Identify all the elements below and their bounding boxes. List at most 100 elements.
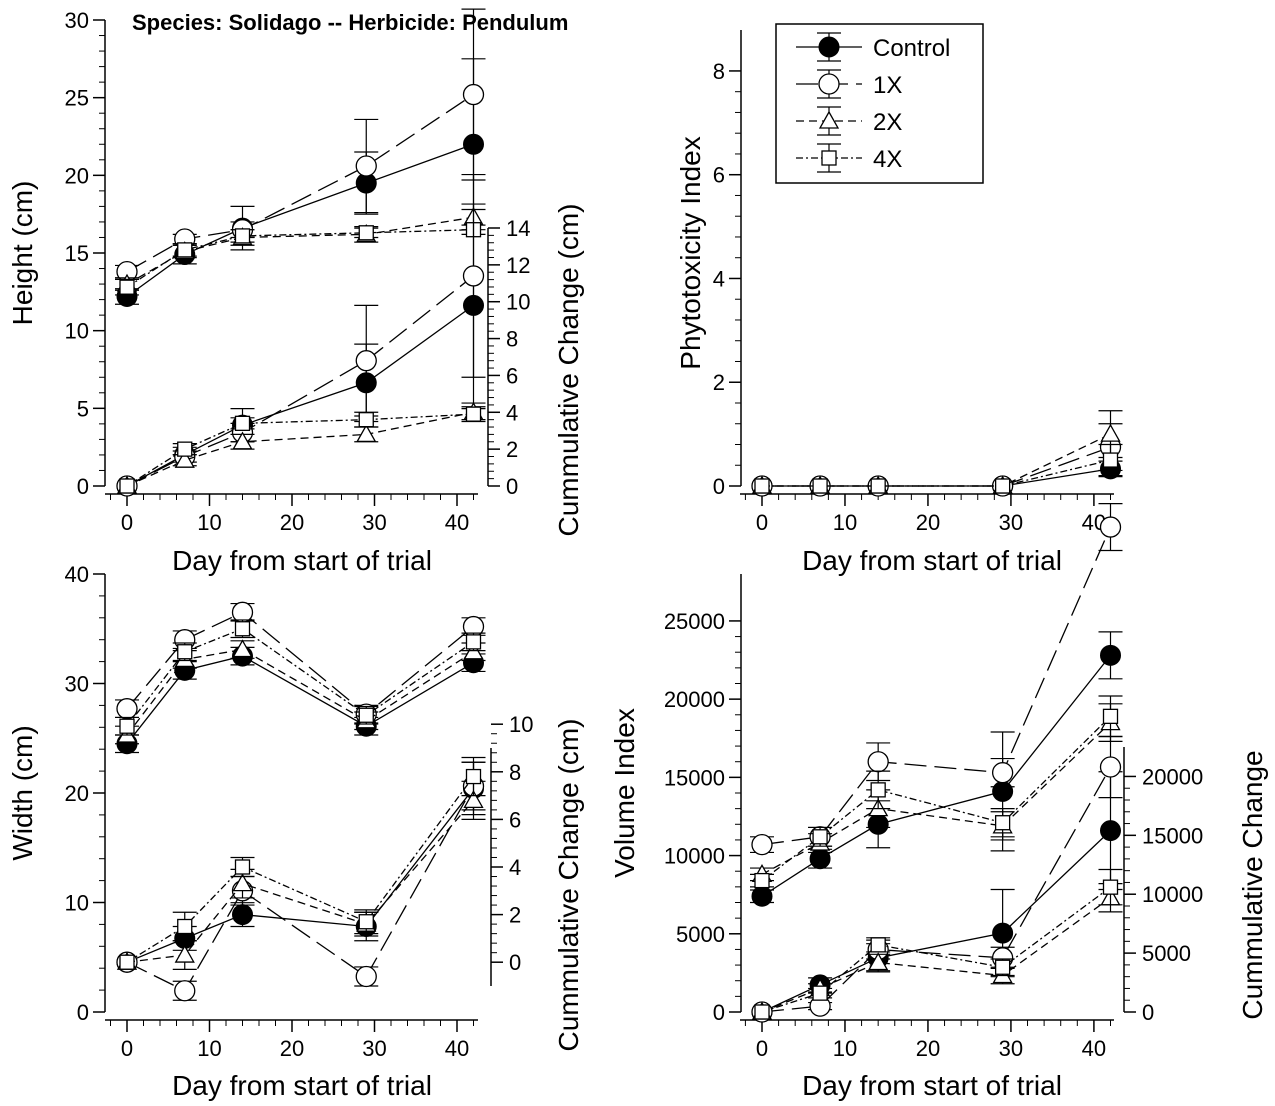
- height-series-control-change: [116, 203, 486, 497]
- height-x-tick-label: 0: [121, 510, 133, 535]
- legend-label: Control: [873, 35, 950, 62]
- height-y2-tick-label: 0: [506, 474, 518, 499]
- width-point-4x: [234, 621, 251, 637]
- width-point-2x: [232, 639, 253, 658]
- volume-series-2x-change: [751, 883, 1123, 1020]
- volume-y-tick-label: 10000: [664, 844, 725, 869]
- height-y-tick-label: 5: [77, 396, 89, 421]
- legend-marker: [818, 36, 840, 58]
- chart-title: Species: Solidago -- Herbicide: Pendulum: [132, 10, 568, 35]
- width-y2-tick-label: 6: [509, 807, 521, 832]
- height-x-axis: 0 10 20 30 40: [105, 493, 478, 535]
- height-point-4x: [177, 242, 193, 258]
- volume-y-tick-label: 0: [713, 1000, 725, 1025]
- volume-series-1x-change: [751, 735, 1123, 1023]
- height-series-control: [115, 58, 486, 307]
- volume-point-4x: [870, 937, 886, 953]
- volume-point-4x: [1102, 879, 1119, 895]
- height-point-4x: [234, 415, 251, 431]
- volume-x-tick-label: 30: [999, 1036, 1023, 1061]
- legend-label: 1X: [873, 72, 902, 99]
- volume-line-1x: [761, 766, 1112, 1013]
- legend-label: 2X: [873, 109, 902, 136]
- height-y-axis: 0 5 10 15 20 25 30: [65, 8, 106, 499]
- width-x-tick-label: 20: [280, 1036, 304, 1061]
- height-y-label: Height (cm): [7, 181, 38, 326]
- phytotoxicity-x-tick-label: 0: [756, 510, 768, 535]
- height-point-4x: [234, 228, 251, 244]
- volume-point-1x: [1099, 516, 1122, 538]
- phytotoxicity-x-axis: 0 10 20 30 40: [740, 493, 1114, 535]
- volume-point-4x: [754, 872, 770, 889]
- volume-y2-tick-label: 5000: [1142, 941, 1191, 966]
- volume-y-tick-label: 15000: [664, 765, 725, 790]
- volume-y2-axis: 0 5000 10000 15000 20000: [1123, 747, 1203, 1025]
- phytotoxicity-line-1x: [762, 446, 1111, 487]
- height-point-1x: [355, 155, 377, 177]
- phytotoxicity-x-tick-label: 20: [916, 510, 940, 535]
- width-x-tick-label: 0: [121, 1036, 133, 1061]
- width-x-axis: 0 10 20 30 40: [105, 1019, 478, 1061]
- volume-x-tick-label: 10: [833, 1036, 857, 1061]
- height-y2-tick-label: 12: [506, 253, 530, 278]
- width-series-control-change: [116, 761, 486, 973]
- legend-marker: [818, 110, 840, 129]
- width-series-1x-change: [116, 761, 486, 1002]
- volume-x-axis: 0 10 20 30 40: [740, 1019, 1114, 1061]
- width-y-tick-label: 10: [65, 891, 89, 916]
- volume-y2-tick-label: 15000: [1142, 823, 1203, 848]
- phytotoxicity-line-2x: [762, 433, 1111, 487]
- width-series-4x: [115, 619, 486, 736]
- height-y-tick-label: 15: [65, 241, 89, 266]
- volume-point-1x: [751, 833, 773, 856]
- height-point-1x: [462, 83, 485, 106]
- legend-marker: [821, 150, 837, 166]
- width-point-control: [232, 904, 253, 926]
- volume-y2-label: Cummulative Change: [1237, 750, 1268, 1019]
- width-y2-tick-label: 0: [509, 950, 521, 975]
- width-y2-tick-label: 8: [509, 760, 521, 785]
- width-point-4x: [358, 914, 374, 930]
- phytotoxicity-x-tick-label: 10: [833, 510, 857, 535]
- phytotoxicity-point-2x: [1100, 423, 1121, 442]
- height-series-1x: [115, 8, 486, 283]
- height-line-control: [126, 143, 474, 298]
- volume-series-4x-change: [754, 868, 1123, 1020]
- phytotoxicity-series-1x: [751, 423, 1123, 497]
- panel-height: 0 5 10 15 20 25 30 0 10 20 30 40 0 2 4 6 8 10 12 14 Cummulat…: [7, 8, 584, 576]
- height-y2-tick-label: 2: [506, 437, 518, 462]
- volume-line-4x: [761, 715, 1111, 882]
- volume-x-tick-label: 20: [916, 1036, 940, 1061]
- height-y2-tick-label: 14: [506, 216, 530, 241]
- panel-width: 0 10 20 30 40 0 10 20 30 40 0 2 4 6 8 10 Cummulative Cha…: [7, 562, 584, 1101]
- height-y-tick-label: 30: [65, 8, 89, 33]
- phytotoxicity-y-tick-label: 4: [713, 266, 725, 291]
- height-point-2x: [232, 431, 253, 450]
- phytotoxicity-point-4x: [870, 478, 886, 494]
- phytotoxicity-x-label: Day from start of trial: [802, 545, 1062, 576]
- volume-y-tick-label: 25000: [664, 609, 725, 634]
- width-y-tick-label: 0: [77, 1000, 89, 1025]
- legend: Control 1X 2X 4X: [775, 23, 984, 184]
- height-series-1x-change: [116, 173, 486, 497]
- legend-entry-1x: 1X: [796, 69, 902, 99]
- phytotoxicity-point-4x: [994, 478, 1011, 494]
- volume-point-4x: [812, 829, 828, 845]
- height-line-4x: [126, 229, 474, 288]
- volume-x-label: Day from start of trial: [802, 1070, 1062, 1101]
- width-line-2x: [126, 648, 474, 736]
- volume-line-2x: [761, 897, 1111, 1013]
- height-series-4x-change: [119, 406, 486, 494]
- height-series-2x: [115, 206, 486, 292]
- width-x-label: Day from start of trial: [172, 1070, 432, 1101]
- width-point-1x: [174, 980, 196, 1002]
- width-y2-tick-label: 10: [509, 712, 533, 737]
- volume-point-4x: [1102, 708, 1119, 724]
- height-y2-label: Cummulative Change (cm): [553, 204, 584, 537]
- volume-y-tick-label: 20000: [664, 687, 725, 712]
- width-series-4x-change: [119, 756, 486, 970]
- phytotoxicity-y-tick-label: 6: [713, 163, 725, 188]
- height-x-tick-label: 40: [445, 510, 469, 535]
- phytotoxicity-point-4x: [1102, 452, 1119, 468]
